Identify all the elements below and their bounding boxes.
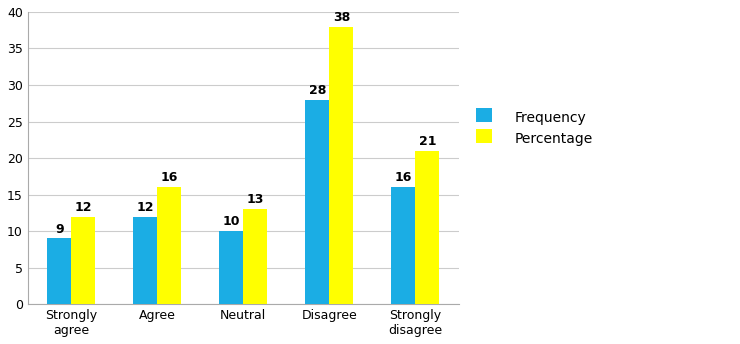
Text: 10: 10 [223,215,240,228]
Bar [47,238,71,304]
Bar [158,187,181,304]
Text: 12: 12 [75,201,92,214]
Bar [243,209,267,304]
Legend: Frequency, Percentage: Frequency, Percentage [470,106,599,152]
Bar [305,100,329,304]
Text: 13: 13 [246,193,264,206]
Text: 12: 12 [137,201,154,214]
Text: 21: 21 [419,135,436,148]
Bar [133,216,158,304]
Bar [415,151,440,304]
Bar [71,216,95,304]
Bar [219,231,243,304]
Bar [391,187,415,304]
Bar [329,26,354,304]
Text: 16: 16 [394,171,412,184]
Text: 28: 28 [309,84,326,97]
Text: 9: 9 [55,223,64,236]
Text: 38: 38 [333,11,350,24]
Text: 16: 16 [161,171,178,184]
